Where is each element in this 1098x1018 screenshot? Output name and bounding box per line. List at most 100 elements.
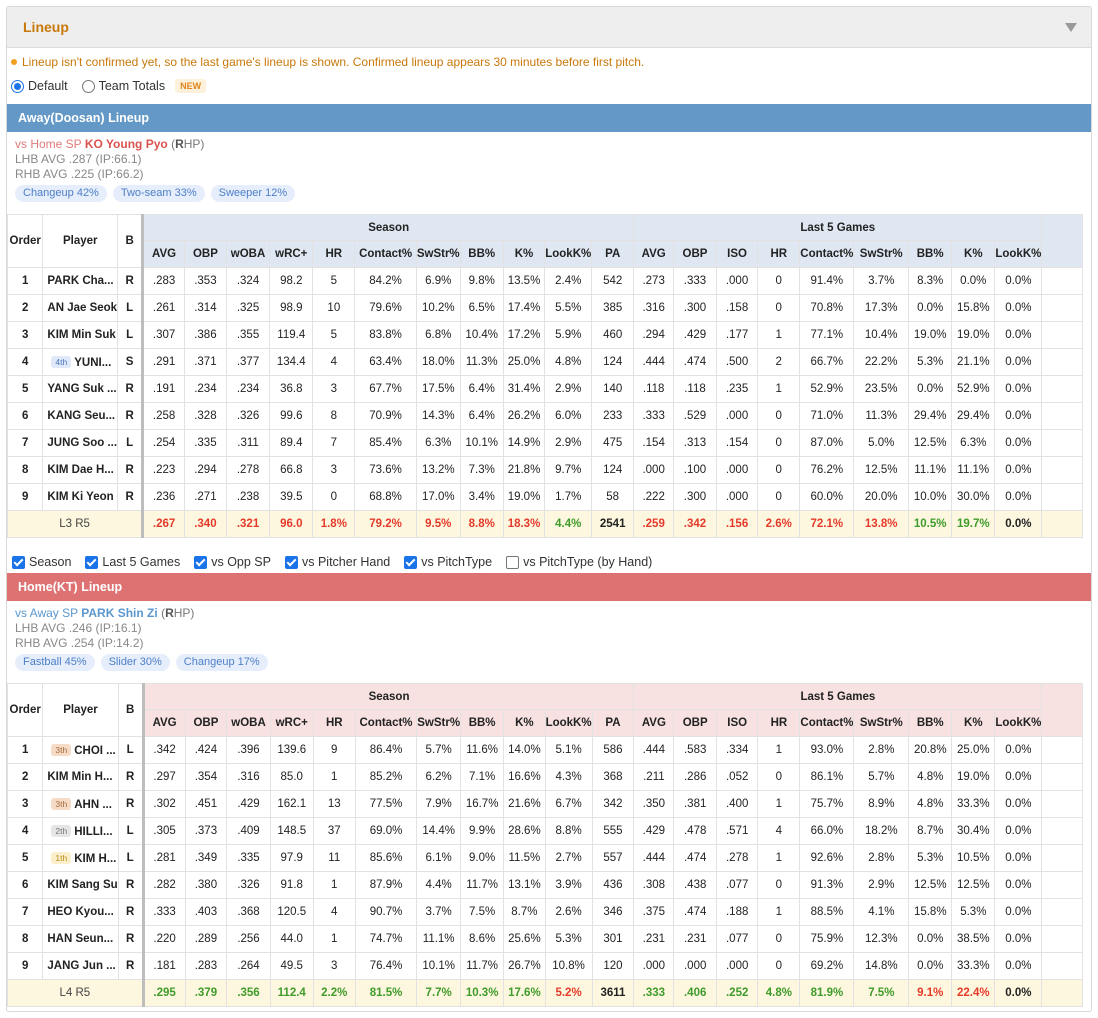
- player-cell[interactable]: KANG Seu...: [42, 402, 119, 430]
- player-row[interactable]: 1 PARK Cha... R .283.353.324 98.2 5 84.2% 6.9% 9…: [7, 267, 1091, 295]
- season-stat-cell: 4.4%: [416, 871, 462, 899]
- last5-stat-cell: .429: [633, 817, 675, 845]
- player-row[interactable]: 3 KIM Min Suk L .307.386.355 119.4 5 83.8% 6.8%…: [7, 321, 1091, 349]
- filter-option[interactable]: vs PitchType: [404, 555, 492, 569]
- player-row[interactable]: 9 KIM Ki Yeon R .236.271.238 39.5 0 68.8% 17.0%…: [7, 483, 1091, 511]
- player-cell[interactable]: KIM Sang Su: [42, 871, 119, 899]
- filter-option[interactable]: Season: [12, 555, 71, 569]
- player-row[interactable]: 1 3th CHOI ... L .342.424.396 139.6 9 86.4% 5.7%…: [7, 736, 1091, 764]
- season-stat-cell: .282: [141, 871, 186, 899]
- season-stat-cell: 1: [312, 871, 356, 899]
- player-name: KIM Dae H...: [47, 464, 114, 476]
- player-row[interactable]: 6 KIM Sang Su R .282.380.326 91.8 1 87.9% 4.4% 1…: [7, 871, 1091, 899]
- player-cell[interactable]: KIM Min Suk: [42, 321, 119, 349]
- player-cell[interactable]: YANG Suk ...: [42, 375, 119, 403]
- hand-split-label: L4 R5: [7, 979, 144, 1007]
- player-row[interactable]: 2 KIM Min H... R .297.354.316 85.0 1 85.2% 6.2%…: [7, 763, 1091, 791]
- filter-checkbox[interactable]: [506, 555, 520, 569]
- player-row[interactable]: 8 HAN Seun... R .220.289.256 44.0 1 74.7% 11.1%…: [7, 925, 1091, 953]
- player-cell[interactable]: 2th HILLI...: [42, 817, 119, 845]
- last5-stat-cell: .583: [673, 736, 717, 764]
- season-stat-cell: 11.5%: [503, 844, 546, 872]
- last5-stat-cell: 2: [757, 348, 801, 376]
- player-row[interactable]: 4 2th HILLI... L .305.373.409 148.5 37 69.0% 14.…: [7, 817, 1091, 845]
- season-stat-cell: 555: [591, 817, 635, 845]
- player-row[interactable]: 7 HEO Kyou... R .333.403.368 120.5 4 90.7% 3.7%…: [7, 898, 1091, 926]
- filter-checkbox[interactable]: [12, 555, 25, 569]
- player-row[interactable]: 8 KIM Dae H... R .223.294.278 66.8 3 73.6% 13.2…: [7, 456, 1091, 484]
- mode-default-option[interactable]: Default: [11, 79, 68, 93]
- player-cell[interactable]: 1th KIM H...: [42, 844, 119, 872]
- season-col-header: OBP: [184, 709, 228, 737]
- last5-col-header: K%: [951, 240, 996, 268]
- season-stat-cell: 2.7%: [544, 844, 593, 872]
- season-stat-cell: .291: [141, 348, 185, 376]
- last5-stat-cell: 10.4%: [853, 321, 910, 349]
- player-cell[interactable]: AN Jae Seok: [42, 294, 119, 322]
- filter-label: Season: [29, 555, 72, 569]
- away-sp-prefix: vs Home SP: [15, 137, 82, 151]
- home-sp-prefix: vs Away SP: [15, 606, 78, 620]
- last5-stat-cell: 0.0%: [994, 898, 1043, 926]
- last5-stat-cell: .211: [633, 763, 675, 791]
- player-row[interactable]: 4 4th YUNI... S .291.371.377 134.4 4 63.4% 18.0%…: [7, 348, 1091, 376]
- player-cell[interactable]: KIM Dae H...: [42, 456, 119, 484]
- pitch-tag: Changeup 17%: [175, 654, 268, 671]
- player-row[interactable]: 9 JANG Jun ... R .181.283.264 49.5 3 76.4% 10.1…: [7, 952, 1091, 980]
- collapse-triangle-icon[interactable]: [1065, 23, 1077, 32]
- season-stat-cell: 13.5%: [502, 267, 546, 295]
- team-totals-radio[interactable]: [81, 79, 95, 93]
- player-row[interactable]: 5 YANG Suk ... R .191.234.234 36.8 3 67.7% 17.5…: [7, 375, 1091, 403]
- player-cell[interactable]: HAN Seun...: [42, 925, 119, 953]
- season-stat-cell: 7.1%: [460, 763, 505, 791]
- season-stat-cell: 4.3%: [544, 763, 593, 791]
- mode-team-totals-option[interactable]: Team Totals: [81, 79, 165, 93]
- last5-stat-cell: 12.3%: [853, 925, 910, 953]
- player-cell[interactable]: JUNG Soo ...: [42, 429, 119, 457]
- last5-stat-cell: .308: [633, 871, 675, 899]
- filter-checkbox[interactable]: [194, 555, 208, 569]
- player-cell[interactable]: 3th AHN ...: [42, 790, 119, 818]
- last5-stat-cell: 0: [757, 294, 801, 322]
- player-name: KIM Ki Yeon: [47, 491, 114, 503]
- filter-option[interactable]: Last 5 Games: [85, 555, 180, 569]
- player-cell[interactable]: KIM Ki Yeon: [42, 483, 119, 511]
- default-radio[interactable]: [11, 79, 24, 93]
- filter-checkbox[interactable]: [404, 555, 418, 569]
- player-row[interactable]: 3 3th AHN ... R .302.451.429 162.1 13 77.5% 7.9%…: [7, 790, 1091, 818]
- last5-stat-cell: 1: [757, 736, 801, 764]
- last5-stat-cell: .222: [633, 483, 675, 511]
- player-row[interactable]: 5 1th KIM H... L .281.349.335 97.9 11 85.6% 6.1%…: [7, 844, 1091, 872]
- player-cell[interactable]: PARK Cha...: [42, 267, 119, 295]
- away-sp-name[interactable]: KO Young Pyo: [84, 137, 168, 151]
- season-stat-cell: .191: [141, 375, 185, 403]
- last5-stat-cell: 0: [757, 483, 801, 511]
- last5-stat-cell: .118: [633, 375, 675, 403]
- lineup-panel: Lineup Lineup isn't confirmed yet, so th…: [6, 6, 1092, 1012]
- player-cell[interactable]: KIM Min H...: [42, 763, 119, 791]
- order-cell: 1: [7, 267, 44, 295]
- filter-checkbox[interactable]: [284, 555, 298, 569]
- player-cell[interactable]: JANG Jun ...: [42, 952, 119, 980]
- season-stat-cell: 83.8%: [354, 321, 417, 349]
- new-badge: NEW: [175, 79, 207, 93]
- player-row[interactable]: 7 JUNG Soo ... L .254.335.311 89.4 7 85.4% 6.3%…: [7, 429, 1091, 457]
- player-cell[interactable]: 3th CHOI ...: [42, 736, 119, 764]
- player-cell[interactable]: HEO Kyou...: [42, 898, 119, 926]
- last5-stat-cell: .474: [673, 348, 717, 376]
- filter-option[interactable]: vs Opp SP: [194, 555, 271, 569]
- player-row[interactable]: 6 KANG Seu... R .258.328.326 99.6 8 70.9% 14.3%…: [7, 402, 1091, 430]
- player-row[interactable]: 2 AN Jae Seok L .261.314.325 98.9 10 79.6% 10.2…: [7, 294, 1091, 322]
- last5-stat-cell: .000: [715, 267, 759, 295]
- last5-stat-cell: .000: [715, 483, 759, 511]
- player-cell[interactable]: 4th YUNI...: [42, 348, 119, 376]
- filter-checkbox[interactable]: [85, 555, 99, 569]
- home-sp-name[interactable]: PARK Shin Zi: [81, 606, 158, 620]
- last5-stat-cell: 0.0%: [994, 294, 1043, 322]
- filter-option[interactable]: vs PitchType (by Hand): [506, 555, 652, 569]
- away-sp-info: vs Home SP KO Young Pyo (RHP) LHB AVG .2…: [15, 137, 296, 202]
- total-last5-cell: 2.6%: [757, 510, 801, 538]
- panel-header[interactable]: Lineup: [7, 7, 1091, 48]
- filter-option[interactable]: vs Pitcher Hand: [284, 555, 390, 569]
- last5-stat-cell: 66.7%: [799, 348, 855, 376]
